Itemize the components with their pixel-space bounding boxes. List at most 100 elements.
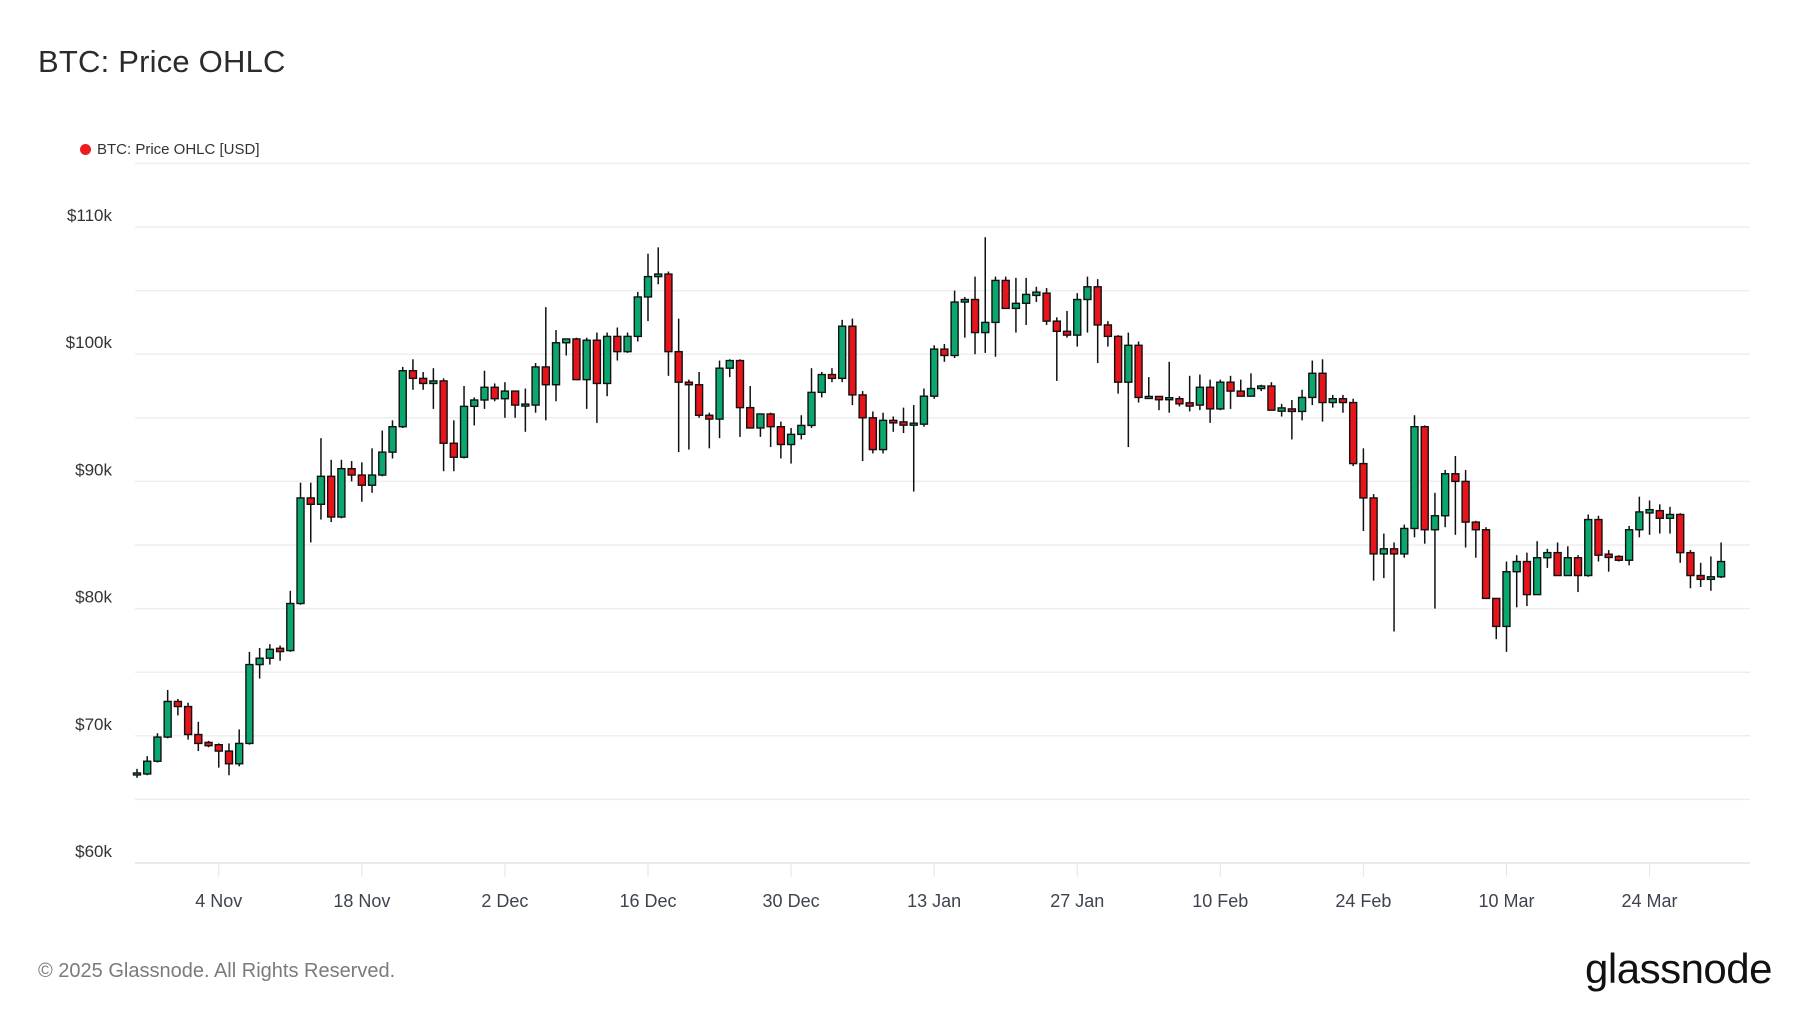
- candle: [817, 373, 826, 394]
- candle: [429, 380, 438, 385]
- copyright-text: © 2025 Glassnode. All Rights Reserved.: [38, 960, 396, 982]
- candlestick-chart[interactable]: $60k $70k $80k $90k $100k $110k 4 Nov 18 Nov 2 …: [0, 0, 1800, 940]
- legend-label: BTC: Price OHLC [USD]: [97, 141, 260, 158]
- candle: [1267, 385, 1276, 411]
- candle: [705, 414, 714, 420]
- glassnode-logo[interactable]: glassnode: [1585, 945, 1772, 992]
- candle: [183, 705, 193, 736]
- candle: [316, 475, 326, 505]
- candle: [1604, 553, 1613, 559]
- candle: [1461, 480, 1470, 523]
- candle: [1348, 401, 1358, 465]
- candle: [1001, 279, 1010, 310]
- candle: [1430, 515, 1440, 531]
- x-tick-label: 10 Mar: [1478, 891, 1534, 911]
- x-tick-label: 24 Feb: [1335, 891, 1391, 911]
- candle: [654, 273, 663, 278]
- legend[interactable]: BTC: Price OHLC [USD]: [80, 141, 260, 158]
- candle: [173, 700, 183, 708]
- candle: [367, 474, 377, 486]
- candle: [265, 648, 275, 659]
- candles: [132, 237, 1726, 778]
- candle: [807, 391, 816, 427]
- candle: [1451, 473, 1460, 483]
- candle: [1052, 320, 1062, 333]
- candle: [480, 386, 489, 401]
- candle: [1645, 508, 1654, 514]
- candle: [194, 733, 203, 745]
- legend-dot-icon: [80, 144, 91, 155]
- candle: [1512, 560, 1521, 573]
- candle: [1420, 426, 1429, 531]
- candle: [684, 381, 694, 386]
- candle: [868, 417, 878, 451]
- candle: [418, 377, 428, 385]
- candle: [275, 647, 285, 653]
- candle: [735, 359, 745, 409]
- candle: [1308, 372, 1317, 399]
- candle: [1062, 330, 1072, 336]
- candle: [991, 279, 1000, 324]
- candle: [398, 370, 407, 428]
- candle: [286, 602, 295, 652]
- candle: [1553, 551, 1562, 577]
- candle: [1584, 518, 1593, 577]
- candle: [1287, 408, 1297, 413]
- candle: [837, 325, 847, 380]
- candle: [1379, 548, 1389, 555]
- candle: [163, 700, 172, 738]
- x-tick-label: 2 Dec: [481, 891, 528, 911]
- candle: [1154, 395, 1164, 401]
- candle: [1492, 597, 1501, 628]
- candle: [1226, 381, 1235, 392]
- candle: [1481, 529, 1491, 600]
- candle: [143, 760, 152, 775]
- candle: [889, 419, 898, 424]
- candle: [1543, 551, 1552, 559]
- candle: [776, 426, 786, 446]
- candle: [1103, 324, 1113, 338]
- y-tick-label: $110k: [67, 206, 113, 225]
- candle: [1502, 571, 1511, 628]
- candle: [326, 475, 336, 518]
- candle: [1277, 407, 1286, 412]
- candle: [1338, 398, 1348, 404]
- candle: [1297, 396, 1307, 413]
- candle: [1359, 462, 1368, 499]
- candle: [378, 451, 387, 476]
- candle: [1032, 291, 1041, 297]
- candle: [950, 301, 959, 357]
- candle: [490, 386, 499, 400]
- candle: [797, 424, 806, 436]
- candle: [1369, 497, 1378, 555]
- candle: [899, 421, 908, 426]
- candle: [255, 657, 264, 666]
- candle: [1113, 335, 1123, 383]
- candle: [1440, 473, 1450, 517]
- candle: [1175, 398, 1184, 405]
- candle: [510, 390, 520, 406]
- candle: [848, 325, 857, 396]
- candle: [878, 419, 888, 451]
- x-tick-label: 13 Jan: [907, 891, 961, 911]
- candle: [1134, 344, 1143, 399]
- candle: [1594, 518, 1603, 556]
- candle: [664, 273, 673, 353]
- chart-title: BTC: Price OHLC: [38, 44, 286, 79]
- candle: [1471, 521, 1481, 531]
- candle: [1093, 286, 1102, 326]
- x-tick-label: 4 Nov: [195, 891, 242, 911]
- y-axis: $60k $70k $80k $90k $100k $110k: [66, 206, 113, 861]
- candle: [1716, 560, 1726, 578]
- candle: [204, 741, 213, 747]
- candle: [296, 497, 305, 605]
- candle: [919, 395, 929, 425]
- candle: [1205, 386, 1215, 410]
- candle: [234, 742, 244, 765]
- candle: [1124, 344, 1133, 383]
- candle: [970, 298, 980, 334]
- y-tick-label: $70k: [75, 715, 112, 734]
- y-tick-label: $90k: [75, 460, 112, 479]
- candle: [408, 370, 418, 380]
- candle: [940, 348, 949, 357]
